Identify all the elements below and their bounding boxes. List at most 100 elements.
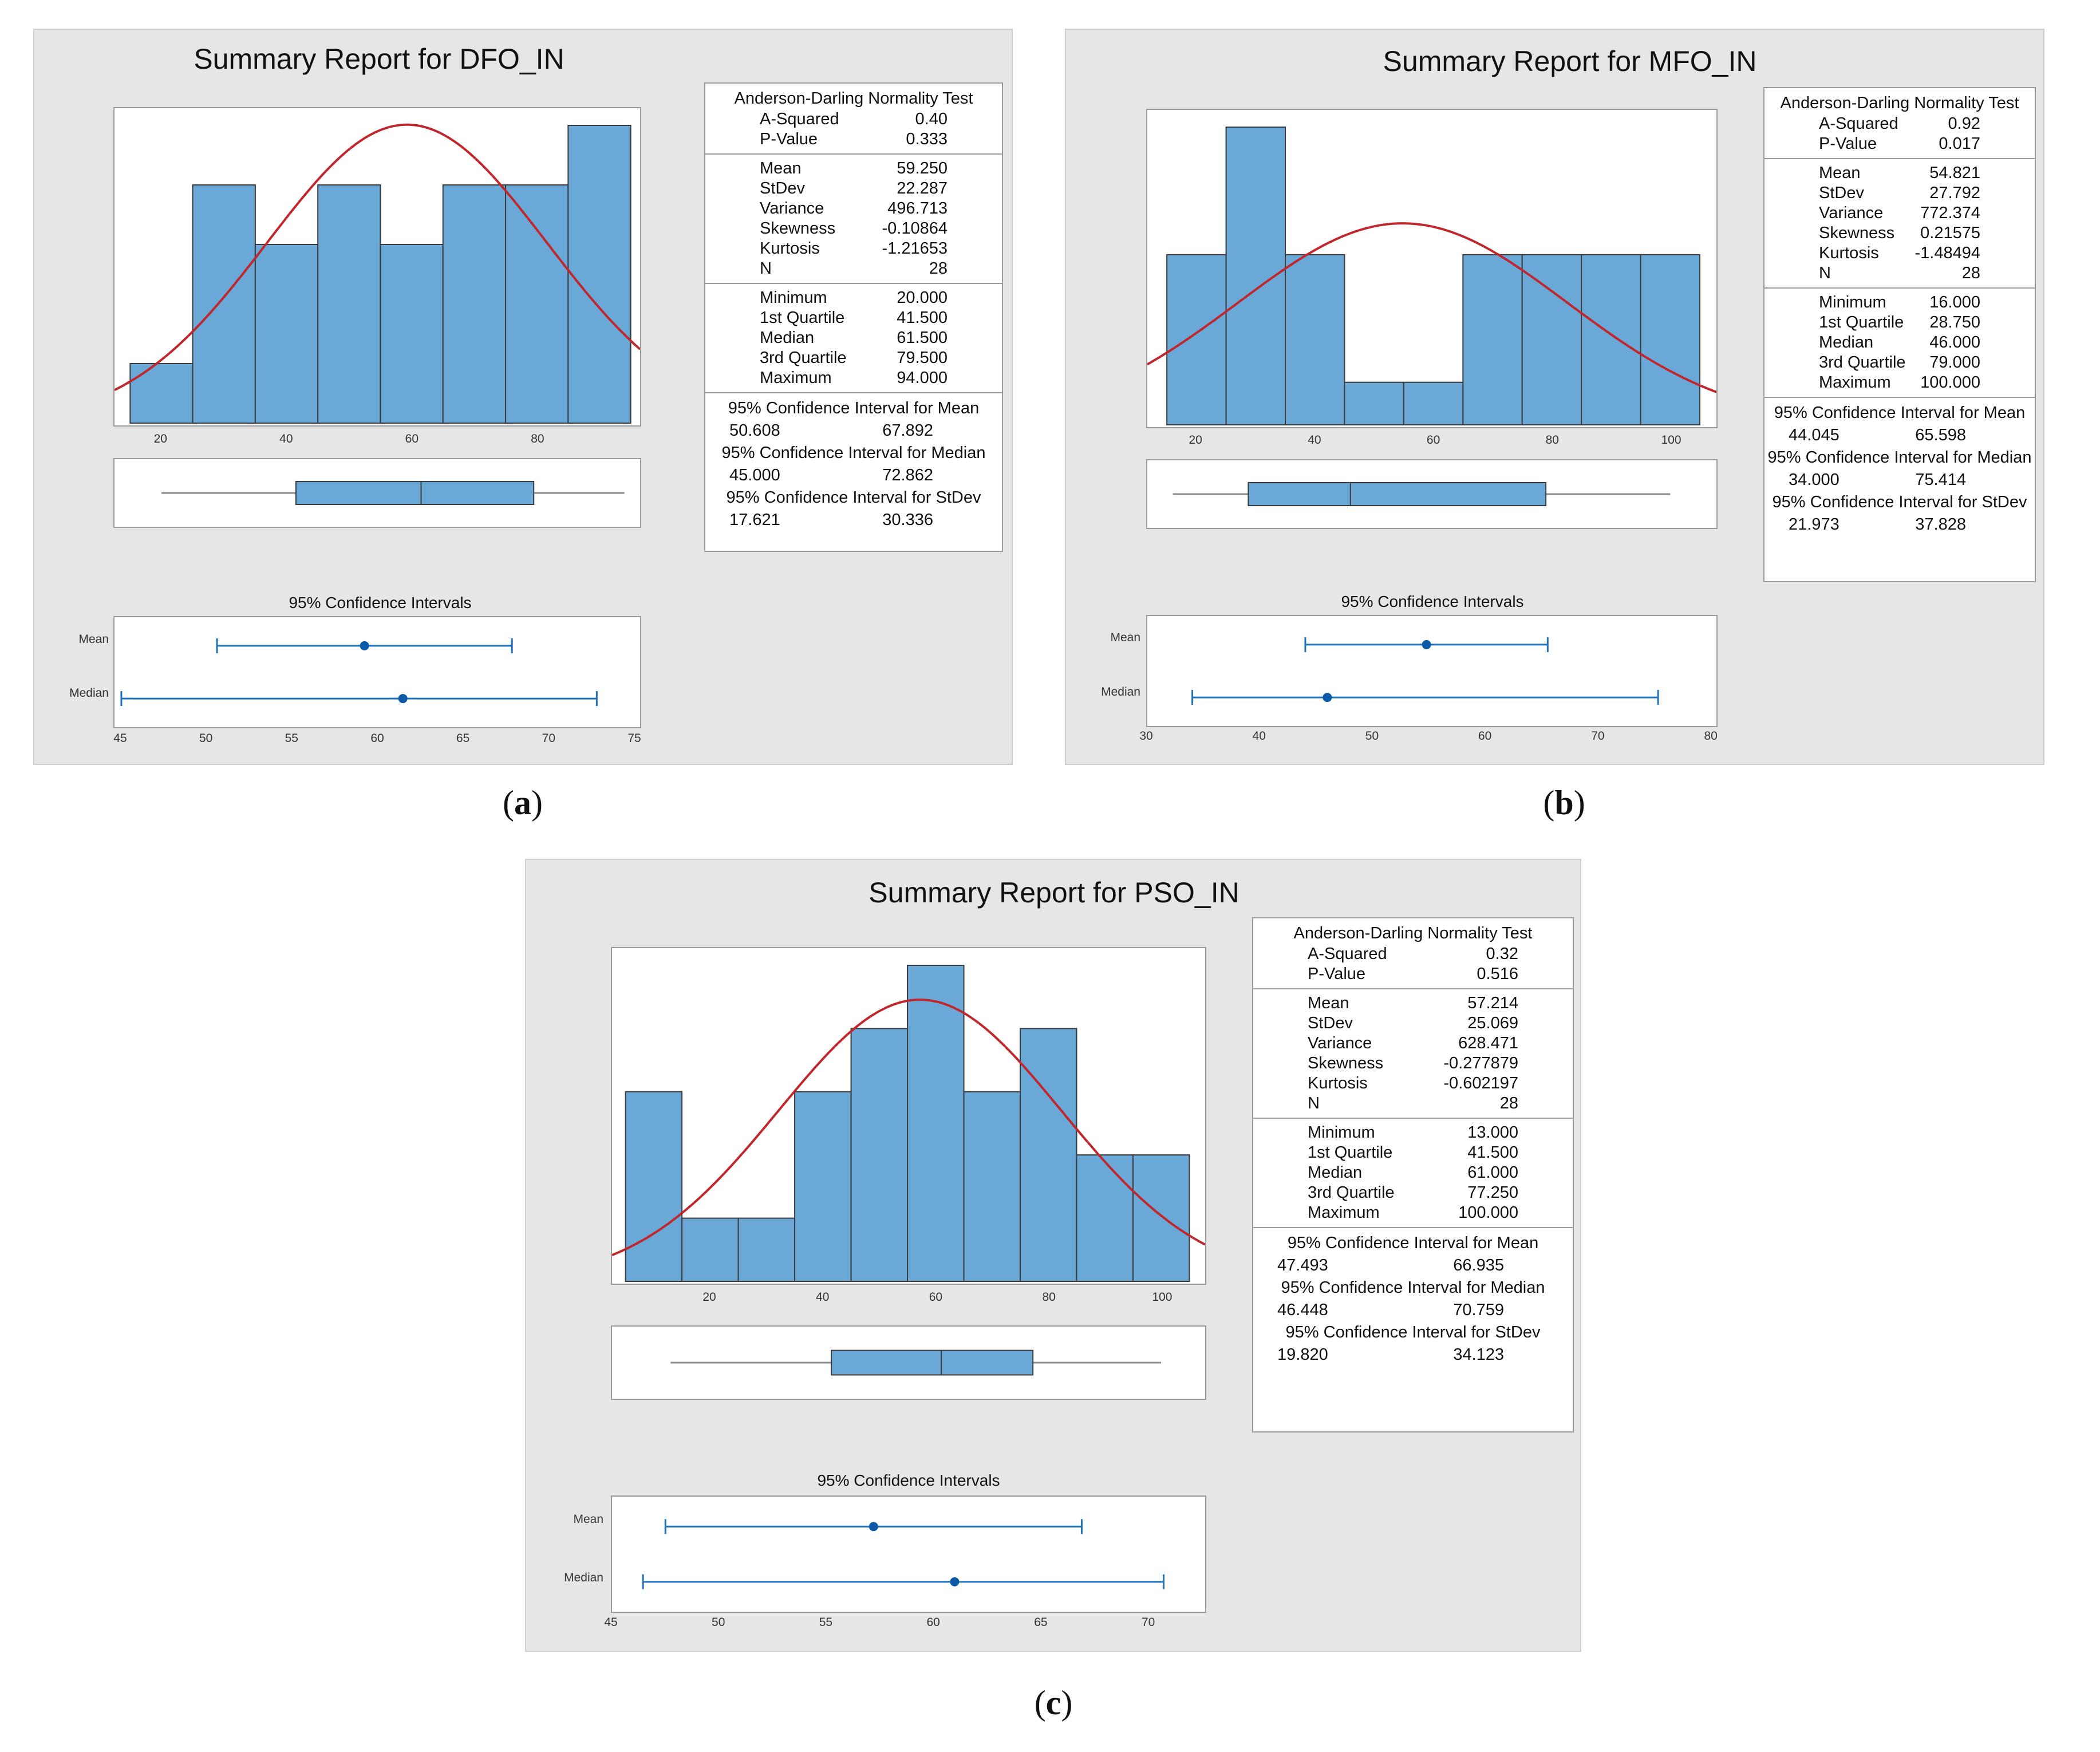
stat-label: Maximum bbox=[1819, 373, 1891, 392]
x-tick-label: 60 bbox=[1426, 433, 1440, 447]
histogram-plot bbox=[1146, 109, 1718, 428]
stat-row: P-Value 0.333 bbox=[705, 129, 1002, 149]
stat-value: -0.277879 bbox=[1443, 1054, 1518, 1072]
stat-row: A-Squared 0.32 bbox=[1253, 944, 1573, 964]
ci-mean-label: Mean bbox=[573, 1513, 603, 1526]
stat-row: N 28 bbox=[1765, 263, 2035, 283]
ci-lower-value: 46.448 bbox=[1277, 1301, 1328, 1319]
ci-values-row: 47.493 66.935 bbox=[1253, 1254, 1573, 1277]
histogram-plot bbox=[113, 107, 641, 427]
stat-label: 1st Quartile bbox=[1308, 1143, 1393, 1162]
stat-value: 0.40 bbox=[915, 110, 948, 128]
ci-values-row: 44.045 65.598 bbox=[1765, 424, 2035, 447]
stat-row: Skewness 0.21575 bbox=[1765, 223, 2035, 243]
boxplot-plot bbox=[611, 1325, 1206, 1400]
stat-label: 3rd Quartile bbox=[1308, 1183, 1395, 1202]
stat-label: Mean bbox=[760, 159, 802, 177]
x-tick-label: 20 bbox=[153, 432, 167, 445]
x-tick-label: 75 bbox=[627, 732, 641, 745]
histogram-bar bbox=[254, 244, 319, 424]
stat-value: 13.000 bbox=[1467, 1123, 1518, 1142]
histogram-bar bbox=[681, 1217, 739, 1283]
stat-label: A-Squared bbox=[760, 110, 839, 128]
stat-row: Variance 772.374 bbox=[1765, 203, 2035, 223]
x-tick-label: 60 bbox=[929, 1291, 943, 1304]
histogram-bar bbox=[129, 363, 194, 424]
normal-fit-curve bbox=[1147, 222, 1716, 393]
normal-fit-curve bbox=[612, 999, 1205, 1257]
stat-row: Kurtosis -1.21653 bbox=[705, 239, 1002, 259]
ci-values-row: 50.608 67.892 bbox=[705, 419, 1002, 442]
stat-label: Mean bbox=[1819, 164, 1861, 182]
histogram-bar bbox=[505, 184, 569, 424]
x-tick-label: 55 bbox=[819, 1616, 833, 1629]
histogram-svg bbox=[115, 123, 640, 424]
stat-row: N 28 bbox=[705, 259, 1002, 279]
stat-value: 496.713 bbox=[887, 199, 948, 218]
ci-upper-value: 66.935 bbox=[1453, 1256, 1504, 1274]
normality-test-section: Anderson-Darling Normality Test A-Squared… bbox=[1765, 88, 2035, 158]
stat-label: A-Squared bbox=[1819, 115, 1898, 133]
stat-value: 59.250 bbox=[897, 159, 948, 177]
x-tick-label: 30 bbox=[1139, 729, 1153, 743]
stat-label: Mean bbox=[1308, 994, 1349, 1012]
stat-label: Skewness bbox=[1819, 224, 1895, 242]
histogram-bar bbox=[1521, 254, 1582, 425]
stats-table: Anderson-Darling Normality Test A-Squared… bbox=[1252, 917, 1574, 1433]
histogram-bar bbox=[737, 1217, 796, 1283]
stat-row: Median 61.500 bbox=[705, 328, 1002, 348]
stat-value: 57.214 bbox=[1467, 994, 1518, 1012]
stat-row: StDev 22.287 bbox=[705, 179, 1002, 199]
stat-row: Kurtosis -1.48494 bbox=[1765, 243, 2035, 263]
stat-value: 22.287 bbox=[897, 179, 948, 198]
ci-lower-value: 45.000 bbox=[729, 466, 780, 484]
boxplot-box bbox=[1248, 482, 1547, 507]
stat-label: N bbox=[1819, 264, 1831, 282]
x-tick-label: 65 bbox=[456, 732, 470, 745]
histogram-bar bbox=[963, 1091, 1021, 1283]
stat-label: P-Value bbox=[1819, 135, 1877, 153]
stat-value: -0.602197 bbox=[1443, 1074, 1518, 1092]
stat-label: StDev bbox=[1819, 184, 1864, 202]
moments-section: Mean 59.250 StDev 22.287 Variance 496.713 Skew… bbox=[705, 153, 1002, 283]
normality-test-title: Anderson-Darling Normality Test bbox=[1293, 924, 1533, 942]
ci-lower-value: 17.621 bbox=[729, 511, 780, 529]
stat-row: Maximum 94.000 bbox=[705, 368, 1002, 388]
histogram-bar bbox=[1132, 1154, 1190, 1283]
stat-row: Minimum 20.000 bbox=[705, 288, 1002, 308]
histogram-plot bbox=[611, 947, 1206, 1285]
quartiles-section: Minimum 16.000 1st Quartile 28.750 Median 46.… bbox=[1765, 287, 2035, 397]
ci-heading: 95% Confidence Interval for StDev bbox=[1772, 493, 2027, 511]
ci-median-label: Median bbox=[69, 686, 109, 700]
caption-c: (c) bbox=[1034, 1684, 1073, 1722]
ci-svg bbox=[642, 1519, 1165, 1589]
ci-upper-value: 75.414 bbox=[1915, 471, 1966, 489]
stat-label: StDev bbox=[1308, 1014, 1353, 1032]
ci-median-label: Median bbox=[564, 1571, 603, 1584]
ci-heading: 95% Confidence Interval for Mean bbox=[1287, 1234, 1539, 1252]
histogram-bar bbox=[850, 1028, 909, 1282]
stat-value: 41.500 bbox=[1467, 1143, 1518, 1162]
stat-label: P-Value bbox=[760, 130, 818, 148]
stat-label: 1st Quartile bbox=[760, 309, 845, 327]
ci-upper-value: 70.759 bbox=[1453, 1301, 1504, 1319]
stat-row: Mean 59.250 bbox=[705, 159, 1002, 179]
histogram-bar bbox=[794, 1091, 852, 1283]
panel-title: Summary Report for PSO_IN bbox=[869, 877, 1240, 909]
x-tick-label: 40 bbox=[1308, 433, 1321, 447]
histogram-bar bbox=[192, 184, 256, 424]
stat-value: 0.333 bbox=[906, 130, 948, 148]
x-tick-label: 60 bbox=[405, 432, 419, 445]
boxplot-plot bbox=[1146, 459, 1718, 529]
ci-values-row: 19.820 34.123 bbox=[1253, 1343, 1573, 1366]
x-tick-label: 65 bbox=[1034, 1616, 1048, 1629]
stat-label: Median bbox=[1308, 1163, 1363, 1182]
ci-heading: 95% Confidence Interval for Median bbox=[1767, 448, 2032, 467]
x-tick-label: 40 bbox=[816, 1291, 830, 1304]
stat-value: 27.792 bbox=[1929, 184, 1980, 202]
x-tick-label: 70 bbox=[1591, 729, 1605, 743]
ci-x-ticks: 45 50 55 60 65 70 bbox=[604, 1616, 1206, 1635]
confidence-intervals-section: 95% Confidence Interval for Mean 47.493 66… bbox=[1253, 1227, 1573, 1370]
ci-median-point bbox=[1323, 693, 1332, 703]
ci-lower-value: 50.608 bbox=[729, 421, 780, 440]
